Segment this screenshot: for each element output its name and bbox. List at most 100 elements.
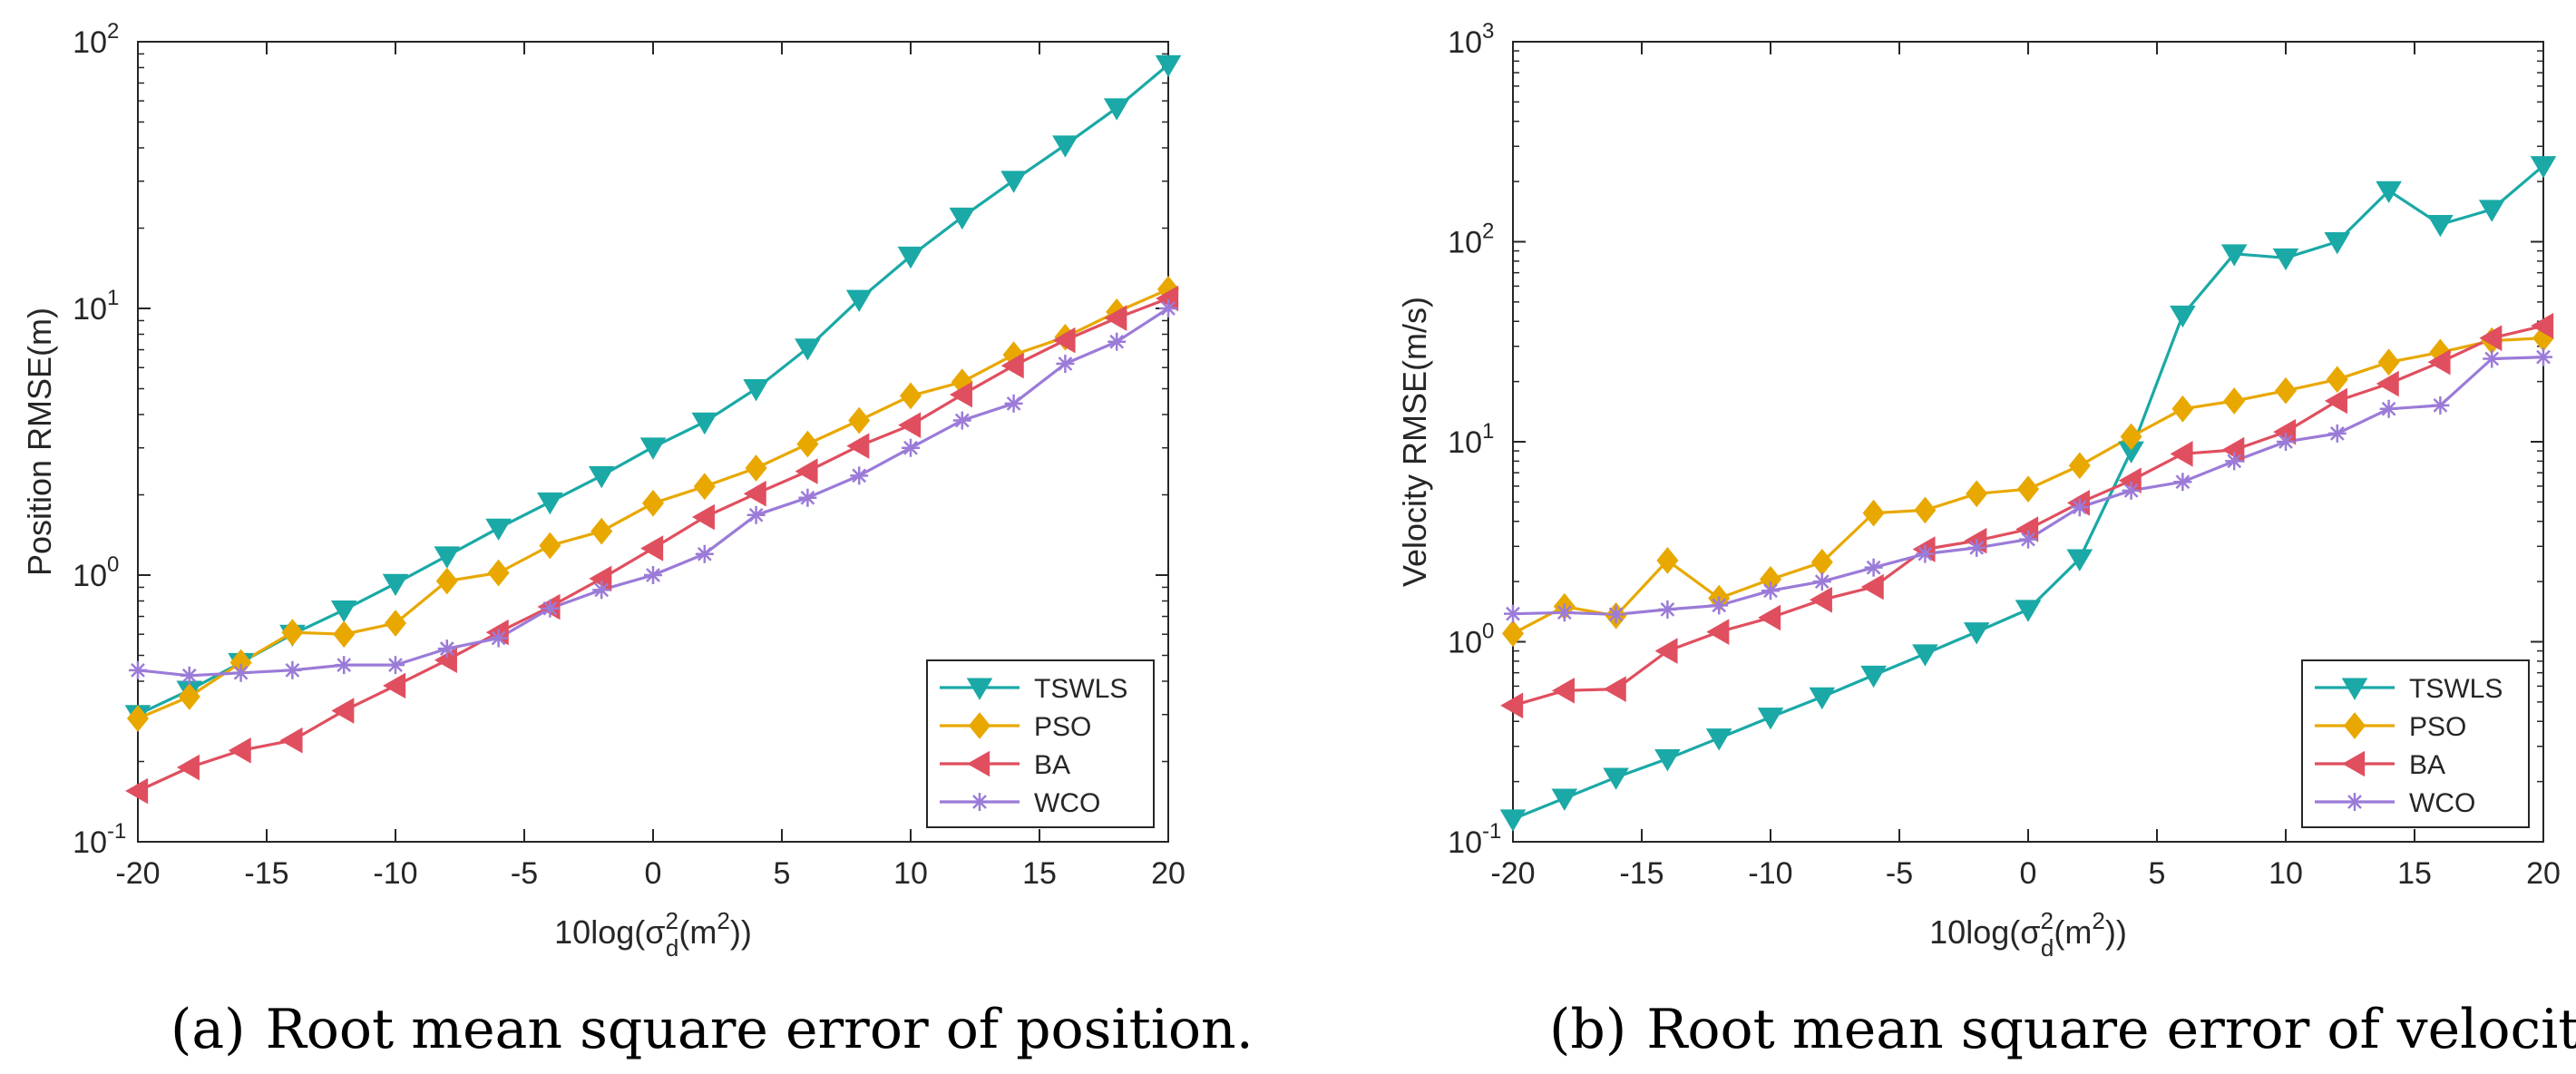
data-point-ba bbox=[1758, 604, 1781, 631]
data-point-ba bbox=[640, 535, 664, 561]
data-point-tswls bbox=[2530, 156, 2557, 179]
data-point-pso bbox=[2016, 475, 2040, 503]
data-point-ba bbox=[1603, 676, 1626, 702]
x-axis-label: 10log(σ2 d(m2)) bbox=[554, 907, 752, 962]
data-point-wco bbox=[129, 660, 147, 679]
data-point-ba bbox=[795, 458, 818, 484]
data-point-pso bbox=[435, 567, 458, 595]
data-point-pso bbox=[2377, 348, 2400, 376]
data-point-pso bbox=[1656, 547, 1679, 574]
data-point-pso bbox=[2120, 423, 2142, 451]
caption-b-tag: (b) bbox=[1549, 998, 1627, 1061]
data-point-tswls bbox=[2220, 244, 2248, 267]
data-point-tswls bbox=[795, 338, 821, 361]
data-point-wco bbox=[541, 599, 560, 618]
data-point-wco bbox=[1710, 596, 1729, 615]
data-point-tswls bbox=[2170, 305, 2196, 328]
data-point-wco bbox=[1812, 572, 1831, 591]
data-point-tswls bbox=[845, 289, 873, 313]
data-point-pso bbox=[848, 406, 871, 434]
x-tick-label: 5 bbox=[774, 856, 791, 891]
legend-label-tswls: TSWLS bbox=[2409, 674, 2503, 704]
data-point-ba bbox=[2376, 370, 2399, 397]
data-point-ba bbox=[2170, 441, 2193, 467]
x-tick-label: 20 bbox=[2526, 856, 2561, 891]
x-tick-label: -15 bbox=[244, 856, 288, 891]
y-tick-label: 103 bbox=[1448, 19, 1494, 60]
data-point-wco bbox=[386, 656, 405, 675]
data-point-tswls bbox=[2272, 248, 2299, 271]
data-point-pso bbox=[178, 683, 200, 710]
data-point-wco bbox=[644, 566, 662, 584]
data-point-wco bbox=[746, 505, 766, 524]
data-point-tswls bbox=[1654, 748, 1681, 772]
data-point-wco bbox=[798, 488, 817, 507]
data-point-ba bbox=[176, 754, 200, 781]
caption-a: (a) Root mean square error of position. bbox=[171, 998, 1254, 1061]
legend-label-wco: WCO bbox=[2409, 788, 2475, 818]
data-point-wco bbox=[1159, 299, 1177, 317]
data-point-tswls bbox=[639, 437, 667, 460]
x-tick-label: 5 bbox=[2149, 856, 2166, 891]
data-point-wco bbox=[1761, 581, 1780, 600]
data-point-wco bbox=[592, 581, 611, 600]
data-point-wco bbox=[1967, 538, 1986, 557]
velocity-rmse-chart: 10-1 100 101 102 103 -20 -15 -10 -5 0 5 10 15 20 10log… bbox=[1396, 19, 2561, 962]
data-point-ba bbox=[1706, 619, 1730, 645]
data-point-ba bbox=[743, 480, 766, 507]
data-point-wco bbox=[2483, 349, 2502, 368]
legend-marker-pso bbox=[968, 712, 991, 739]
x-tick-label: -10 bbox=[373, 856, 417, 891]
position-rmse-chart: 10-1 100 101 102 -20 -15 -10 -5 0 5 10 15 20 10log(σ2… bbox=[21, 19, 1186, 962]
legend-marker-tswls bbox=[966, 678, 993, 700]
data-point-tswls bbox=[1499, 809, 1527, 832]
data-point-tswls bbox=[1603, 767, 1629, 790]
x-tick-label: 10 bbox=[893, 856, 928, 891]
data-point-ba bbox=[1104, 305, 1127, 331]
data-point-pso bbox=[1966, 480, 1988, 508]
data-point-wco bbox=[2534, 347, 2552, 366]
data-point-pso bbox=[796, 430, 819, 458]
legend-marker-ba bbox=[967, 750, 990, 777]
data-point-pso bbox=[590, 517, 613, 545]
data-point-wco bbox=[850, 466, 869, 485]
legend-label-wco: WCO bbox=[1034, 788, 1100, 818]
data-point-tswls bbox=[1757, 708, 1784, 730]
data-point-wco bbox=[2379, 399, 2398, 418]
data-point-wco bbox=[335, 656, 354, 675]
y-axis-label: Position RMSE(m) bbox=[21, 308, 58, 576]
y-tick-label: 101 bbox=[1448, 419, 1494, 460]
data-point-wco bbox=[2277, 433, 2295, 451]
data-point-pso bbox=[693, 473, 716, 501]
data-point-tswls bbox=[382, 573, 409, 597]
data-point-pso bbox=[2068, 452, 2091, 480]
data-point-pso bbox=[1501, 620, 1525, 648]
data-point-ba bbox=[2324, 387, 2347, 415]
data-point-pso bbox=[281, 619, 304, 646]
data-point-ba bbox=[949, 381, 972, 408]
data-point-ba bbox=[1500, 692, 1524, 719]
data-point-ba bbox=[125, 777, 149, 805]
data-point-wco bbox=[2122, 481, 2141, 500]
legend-marker-ba bbox=[2342, 750, 2366, 777]
data-point-ba bbox=[2427, 348, 2451, 376]
data-point-pso bbox=[2274, 376, 2298, 405]
data-point-tswls bbox=[743, 379, 769, 402]
data-point-tswls bbox=[2324, 232, 2351, 255]
legend-label-ba: BA bbox=[1034, 750, 1070, 780]
data-point-ba bbox=[1860, 573, 1884, 600]
data-point-pso bbox=[487, 559, 510, 587]
data-point-wco bbox=[2225, 452, 2244, 471]
legend-label-tswls: TSWLS bbox=[1034, 674, 1127, 704]
data-point-wco bbox=[1004, 394, 1023, 413]
data-point-ba bbox=[898, 412, 922, 438]
data-point-tswls bbox=[330, 600, 357, 623]
data-point-wco bbox=[1864, 558, 1883, 577]
data-point-tswls bbox=[1103, 98, 1130, 121]
data-point-tswls bbox=[949, 207, 976, 230]
legend-marker-wco bbox=[2346, 793, 2364, 811]
data-point-tswls bbox=[537, 492, 563, 515]
caption-b: (b) Root mean square error of velocity. bbox=[1549, 998, 2576, 1061]
data-point-ba bbox=[279, 727, 303, 754]
